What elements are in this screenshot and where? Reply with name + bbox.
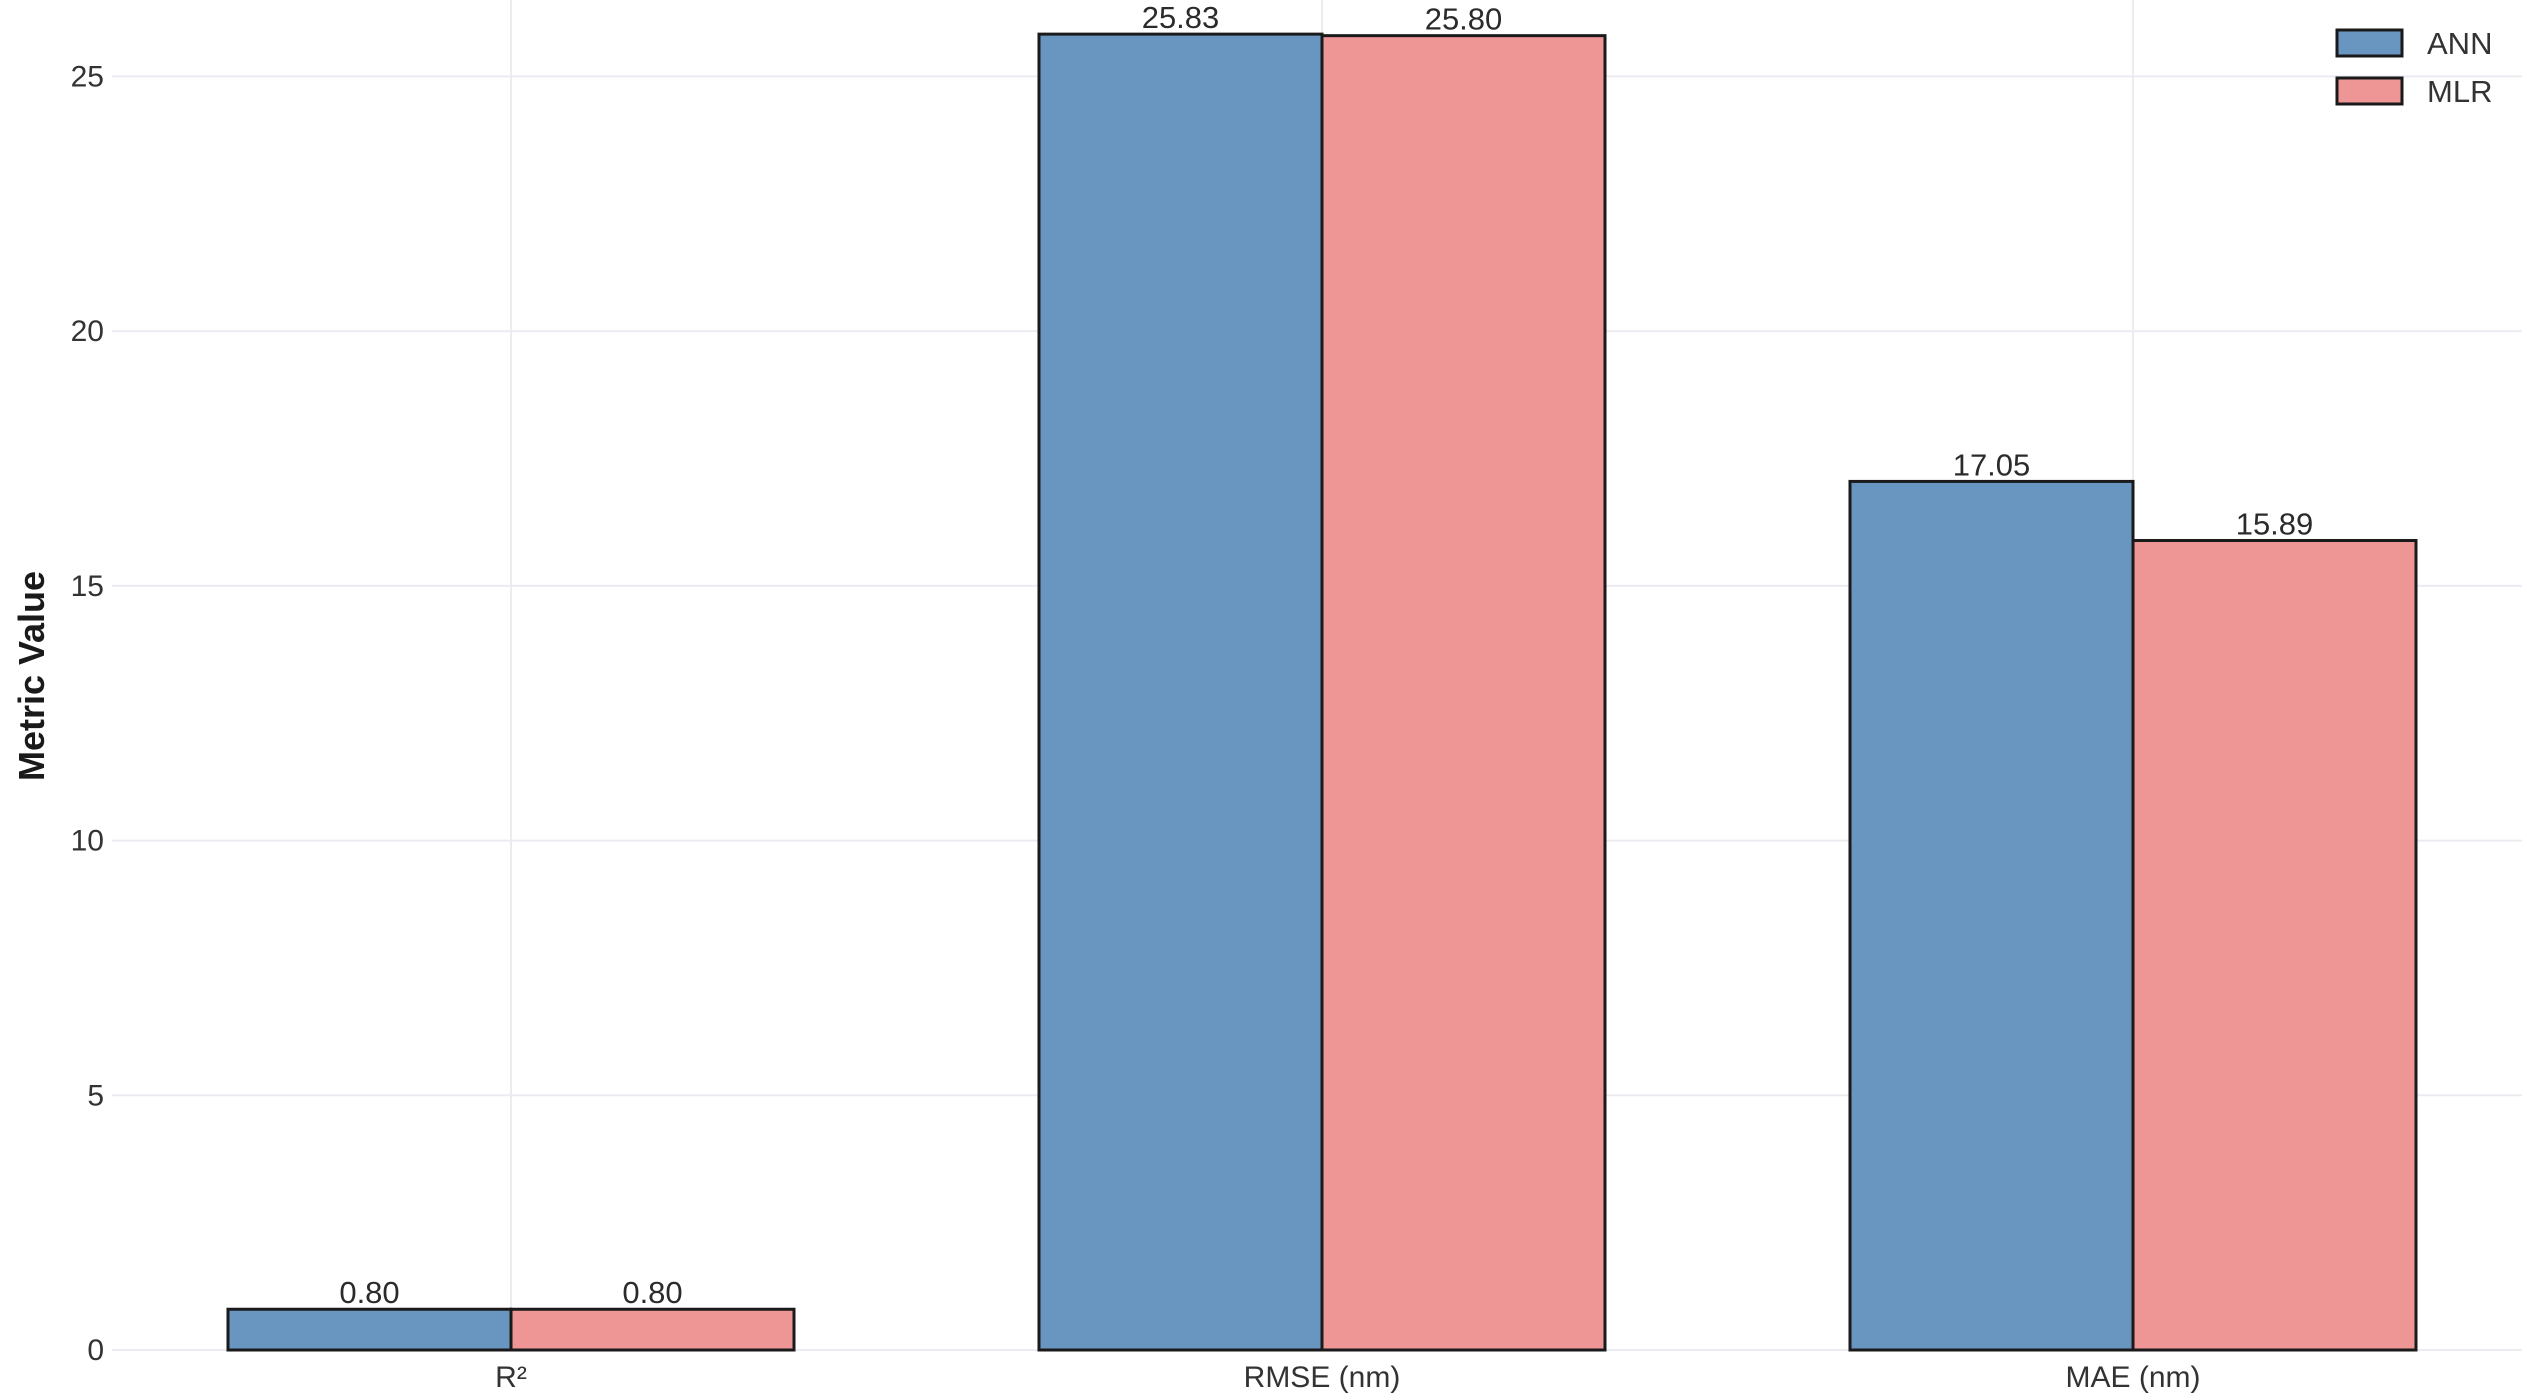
legend: ANN MLR	[2335, 26, 2492, 109]
legend-swatch-mlr	[2335, 76, 2404, 106]
x-tick-label: RMSE (nm)	[1244, 1361, 1401, 1394]
y-axis-label: Metric Value	[11, 571, 52, 781]
bar-mlr	[1320, 34, 1607, 1352]
y-tick-label: 20	[71, 315, 104, 348]
bar-ann	[1037, 32, 1324, 1352]
bar-value-label: 25.83	[1142, 0, 1220, 35]
bar-value-label: 0.80	[339, 1275, 399, 1310]
x-axis-ticks: R² RMSE (nm) MAE (nm)	[495, 1361, 2200, 1394]
y-tick-label: 10	[71, 825, 104, 858]
bar-mlr	[2131, 539, 2418, 1352]
bar-value-label: 0.80	[622, 1275, 682, 1310]
bar-ann	[1848, 479, 2135, 1352]
legend-swatch-ann	[2335, 28, 2404, 58]
y-tick-label: 25	[71, 60, 104, 93]
y-tick-label: 15	[71, 570, 104, 603]
legend-label-mlr: MLR	[2427, 74, 2492, 109]
legend-label-ann: ANN	[2427, 26, 2492, 61]
bars	[226, 32, 2418, 1352]
bar-ann	[226, 1307, 513, 1352]
bar-value-label: 15.89	[2236, 507, 2314, 542]
x-tick-label: MAE (nm)	[2066, 1361, 2201, 1394]
y-tick-label: 0	[87, 1334, 104, 1367]
bar-value-label: 25.80	[1425, 2, 1503, 37]
x-tick-label: R²	[495, 1361, 527, 1394]
y-axis-ticks: 0 5 10 15 20 25	[71, 60, 104, 1367]
bar-value-label: 17.05	[1953, 447, 2031, 482]
y-tick-label: 5	[87, 1079, 104, 1112]
bar-mlr	[509, 1307, 796, 1352]
bar-value-labels: 0.80 25.83 17.05 0.80 25.80 15.89	[339, 0, 2313, 1310]
